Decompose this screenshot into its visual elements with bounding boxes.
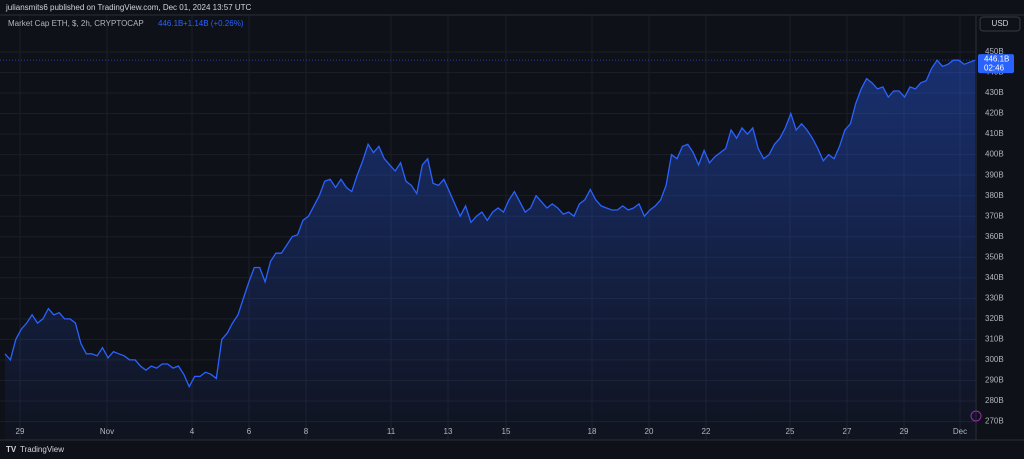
line: [4, 59, 976, 389]
legend-last: 446.1B: [158, 19, 183, 28]
y-axis: 270B 280B 290B 300B 310B 320B 330B 340B 350B 360B…: [985, 47, 1004, 426]
chart-title: Market Cap ETH, $, 2h, CRYPTOCAP: [8, 19, 144, 28]
brand-logo: TV: [6, 445, 17, 454]
plot: [0, 59, 976, 440]
x-tick-label: 15: [502, 427, 511, 436]
y-tick-label: 400B: [985, 150, 1004, 159]
currency[interactable]: USD: [992, 19, 1009, 28]
x-tick-label: 13: [444, 427, 453, 436]
y-tick-label: 420B: [985, 109, 1004, 118]
area-fill: [5, 60, 975, 440]
countdown: 02:46: [984, 63, 1005, 72]
x-tick-label: 6: [247, 427, 252, 436]
x-tick-label: 18: [588, 427, 597, 436]
y-tick-label: 330B: [985, 293, 1004, 302]
currency-button[interactable]: [979, 16, 1021, 32]
y-tick-label: 320B: [985, 314, 1004, 323]
x-tick-label: 11: [387, 427, 396, 436]
y-tick-label: 450B: [985, 47, 1004, 56]
y-tick-label: 350B: [985, 252, 1004, 261]
x-tick-label: 22: [702, 427, 711, 436]
event-icon[interactable]: [970, 410, 982, 422]
y-tick-label: 300B: [985, 355, 1004, 364]
y-tick-label: 290B: [985, 376, 1004, 385]
header: juliansmits6 published on TradingView.co…: [5, 3, 252, 12]
y-tick-label: 340B: [985, 273, 1004, 282]
price-label-box: [978, 54, 1014, 74]
y-tick-label: 370B: [985, 211, 1004, 220]
y-tick-label: 270B: [985, 417, 1004, 426]
x-tick-label: 20: [645, 427, 654, 436]
x-tick-label: 27: [843, 427, 852, 436]
legend-change: +1.14B (+0.26%): [183, 19, 244, 28]
y-tick-label: 380B: [985, 191, 1004, 200]
x-tick-label: 29: [900, 427, 909, 436]
y-tick-label: 390B: [985, 170, 1004, 179]
y-tick-label: 430B: [985, 88, 1004, 97]
y-tick-label: 280B: [985, 396, 1004, 405]
price-label: 446.1B: [984, 54, 1009, 63]
y-tick-label: 310B: [985, 335, 1004, 344]
x-tick-label: Dec: [953, 427, 967, 436]
brand: TradingView: [20, 445, 64, 454]
x-tick-label: Nov: [100, 427, 114, 436]
x-tick-label: 8: [304, 427, 309, 436]
x-tick-label: 29: [16, 427, 25, 436]
y-tick-label: 360B: [985, 232, 1004, 241]
x-tick-label: 4: [190, 427, 195, 436]
y-tick-label: 410B: [985, 129, 1004, 138]
x-tick-label: 25: [786, 427, 795, 436]
